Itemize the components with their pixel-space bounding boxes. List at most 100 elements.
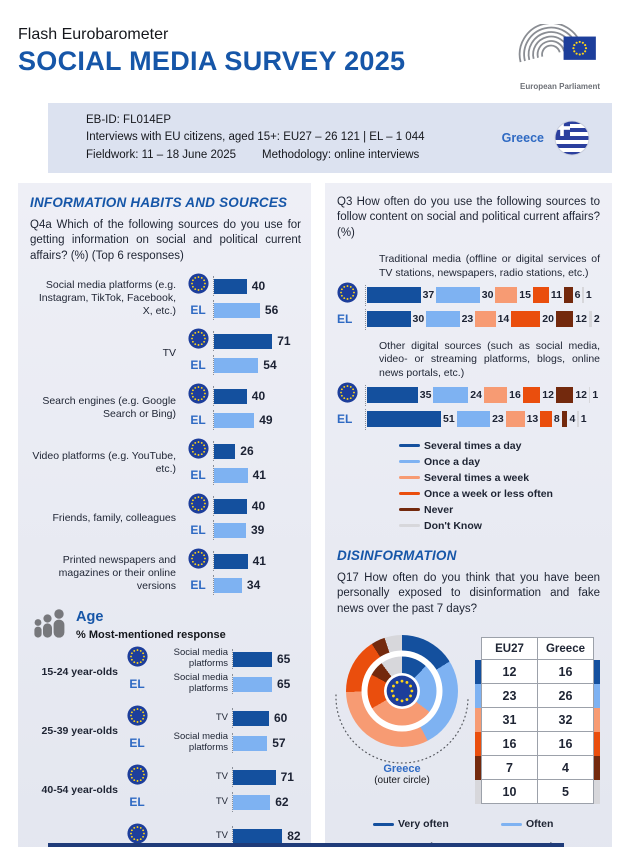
el-label: EL	[190, 358, 206, 373]
legend-swatch	[399, 492, 420, 495]
q4a-category-label: Friends, family, colleagues	[52, 511, 176, 524]
table-header-cell: Greece	[537, 637, 594, 661]
segment-value: 13	[526, 413, 539, 425]
eu-flag-icon	[126, 646, 148, 672]
age-row: 55+ year-oldsTV82ELSocial media platform…	[30, 823, 301, 847]
q4a-category-label: Search engines (e.g. Google Search or Bi…	[42, 395, 176, 421]
stacked-segment	[577, 411, 579, 427]
table-row: 12 16	[475, 659, 600, 685]
legend-swatch	[399, 508, 420, 511]
q4a-bar-group: 40 EL 56	[183, 273, 279, 321]
bar-value: 34	[246, 578, 261, 593]
segment-value: 51	[443, 413, 455, 425]
row-color-tab	[594, 780, 600, 805]
stacked-segment	[367, 287, 421, 304]
response-label: TV	[215, 770, 228, 782]
el-label: EL	[190, 413, 206, 428]
bar-value: 57	[272, 736, 286, 751]
el-bar	[214, 302, 260, 318]
eu-flag-icon	[187, 383, 209, 409]
stacked-segment	[555, 387, 574, 403]
q4a-row: Friends, family, colleagues 40 EL 39	[30, 493, 301, 541]
q4a-bar-group: 41 EL 34	[183, 548, 266, 596]
q4a-row: Printed newspapers and magazines or thei…	[30, 548, 301, 596]
response-label: Social media platforms	[173, 647, 228, 670]
legend-item: Don't Know	[399, 520, 600, 532]
el-bar	[233, 735, 268, 751]
q4a-question: Q4a Which of the following sources do yo…	[30, 218, 301, 262]
bar-value: 26	[240, 444, 254, 459]
stacked-segment	[436, 287, 480, 304]
age-row: 25-39 year-olds TV 60 EL Social media platfo…	[30, 705, 301, 754]
survey-info-lines: EB-ID: FL014EP Interviews with EU citize…	[86, 112, 445, 164]
segment-value: 2	[593, 313, 600, 326]
age-bar-group: Social media platforms 65 EL Social media p…	[122, 646, 291, 695]
methodology: Methodology: online interviews	[262, 148, 420, 161]
stacked-segment	[426, 311, 460, 328]
q17-question: Q17 How often do you think that you have…	[337, 571, 600, 615]
eu-flag	[563, 36, 596, 60]
legend-label: Often	[526, 818, 554, 831]
donut-dotted-arc	[335, 694, 469, 764]
q4a-category-label: Video platforms (e.g. YouTube, etc.)	[32, 450, 176, 476]
eu-flag-icon	[187, 328, 209, 354]
bar-value: 60	[274, 711, 288, 726]
stacked-segment	[555, 311, 574, 328]
el-bar	[214, 522, 246, 538]
segment-value: 24	[470, 389, 482, 401]
eu-flag-icon	[187, 438, 209, 464]
segment-value: 12	[575, 313, 588, 326]
el-bar	[233, 676, 272, 692]
el-bar	[214, 412, 255, 428]
eu27-bar	[214, 498, 247, 514]
table-cell: 26	[537, 683, 594, 709]
donut-center-eu-flag-icon	[386, 675, 418, 707]
segment-value: 1	[592, 389, 599, 401]
greece-flag-icon	[554, 120, 590, 156]
age-row: 40-54 year-olds TV 71 EL TV 62	[30, 764, 301, 813]
logo-caption: European Parliament	[519, 82, 601, 91]
stacked-chart-title: Traditional media (offline or digital se…	[379, 253, 600, 279]
response-label: Social media platforms	[173, 672, 228, 695]
legend-item: Never	[399, 504, 600, 516]
response-label: TV	[215, 711, 228, 723]
row-color-tab	[594, 732, 600, 757]
country-name: Greece	[501, 130, 544, 145]
legend-label: Several times a week	[424, 471, 530, 484]
q3-legend: Several times a day Once a day Several tim…	[399, 440, 600, 532]
segment-value: 4	[569, 413, 576, 425]
frequency-disinformation-panel: Q3 How often do you use the following so…	[325, 182, 612, 847]
row-color-tab	[475, 756, 481, 781]
stacked-segment	[540, 411, 552, 427]
segment-value: 1	[585, 289, 592, 302]
table-row: 23 26	[475, 683, 600, 709]
eu27-bar	[214, 278, 247, 294]
legend-item: Several times a week	[399, 472, 600, 484]
people-icon	[34, 609, 65, 638]
legend-label: Very often	[398, 818, 449, 831]
stacked-chart: Other digital sources (such as social me…	[337, 340, 600, 430]
stacked-segment	[522, 387, 541, 403]
bar-value: 65	[277, 677, 291, 692]
table-cell: 32	[537, 707, 594, 733]
page-title: SOCIAL MEDIA SURVEY 2025	[18, 46, 406, 76]
stacked-row: 35 24 16 12 12 1	[337, 382, 600, 406]
legend-swatch	[373, 822, 394, 826]
bar-value: 56	[264, 303, 279, 318]
segment-value: 37	[422, 289, 435, 302]
stacked-segment	[511, 311, 541, 328]
el-label: EL	[129, 677, 145, 692]
segment-value: 8	[553, 413, 560, 425]
q4a-row: Video platforms (e.g. YouTube, etc.) 26 EL…	[30, 438, 301, 486]
bar-value: 62	[275, 795, 289, 810]
row-color-tab	[475, 780, 481, 805]
eb-id: EB-ID: FL014EP	[86, 114, 172, 126]
section-title-information-habits: INFORMATION HABITS AND SOURCES	[30, 194, 288, 210]
age-bar-group: TV82ELSocial media platforms55	[122, 823, 301, 847]
table-row: 31 32	[475, 707, 600, 733]
segment-value: 16	[509, 389, 521, 401]
table-cell: 16	[537, 659, 594, 685]
table-cell: 7	[481, 755, 538, 781]
stacked-segment	[589, 387, 591, 403]
